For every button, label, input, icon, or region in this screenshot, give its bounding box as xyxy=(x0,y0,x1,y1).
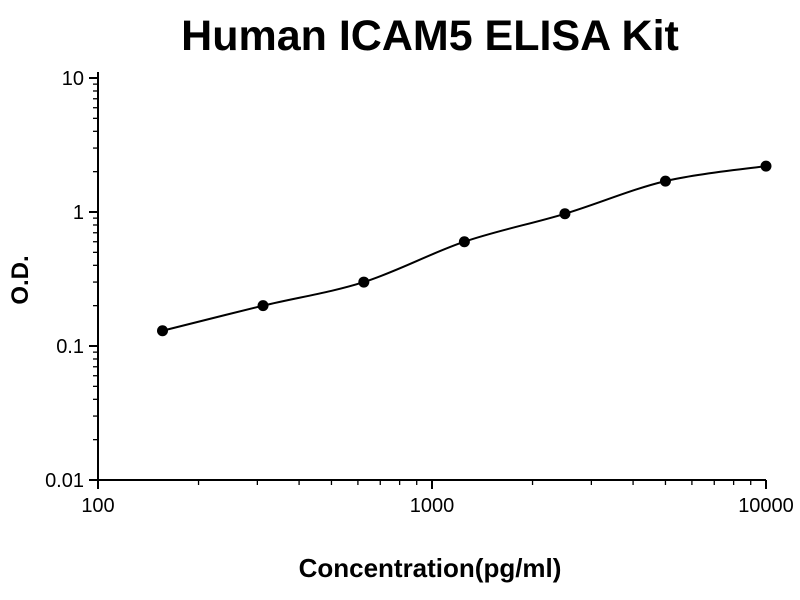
svg-text:10: 10 xyxy=(62,68,84,90)
x-axis-label: Concentration(pg/ml) xyxy=(298,553,562,583)
data-point-marker xyxy=(559,208,571,220)
data-point-marker xyxy=(659,175,671,187)
data-point-marker xyxy=(458,236,470,248)
y-axis: 0.01 0.1 1 10 xyxy=(45,68,98,492)
data-point-marker xyxy=(257,300,269,312)
svg-text:10000: 10000 xyxy=(738,495,794,517)
svg-text:1000: 1000 xyxy=(410,495,455,517)
axes xyxy=(97,72,766,481)
x-axis: 100 1000 10000 xyxy=(81,480,794,517)
svg-text:100: 100 xyxy=(81,495,114,517)
data-point-marker xyxy=(157,325,169,337)
svg-text:0.01: 0.01 xyxy=(45,470,84,492)
data-point-marker xyxy=(760,160,772,172)
data-point-marker xyxy=(358,276,370,288)
standard-curve-line xyxy=(162,165,767,332)
chart-title: Human ICAM5 ELISA Kit xyxy=(181,12,679,60)
data-points xyxy=(157,160,772,337)
svg-text:0.1: 0.1 xyxy=(56,336,84,358)
svg-text:1: 1 xyxy=(73,202,84,224)
